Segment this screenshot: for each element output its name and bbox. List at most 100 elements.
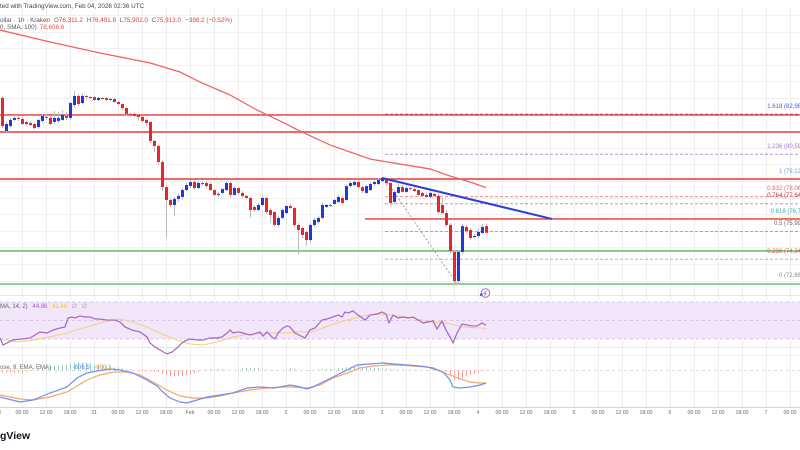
candle-body [5,123,8,132]
candle-body [461,226,464,252]
candle [305,230,308,246]
candle-body [369,184,372,191]
candle [85,94,88,99]
candle-body [445,213,448,225]
candle-body [129,113,132,115]
candle [313,217,316,227]
time-axis-label: 06:00 [495,410,509,416]
candle-body [301,227,304,236]
time-axis-label: 06:00 [591,410,605,416]
descending-trendline[interactable] [381,177,553,220]
time-axis-label: 18:00 [255,410,269,416]
time-axis-label: 18:00 [63,410,77,416]
symbol-description: ollar · 1h · Kraken [0,16,51,24]
candle-body [245,195,248,198]
candle [41,113,44,123]
candle [421,191,424,197]
time-axis-label: 06:00 [207,410,221,416]
candle-body [1,97,4,126]
sma-100-line[interactable] [0,29,487,189]
candle [9,117,12,129]
candle [405,186,408,193]
candle-body [465,226,468,231]
rsi-pane[interactable] [0,301,800,355]
fib-trend-line[interactable] [384,178,458,285]
candle-body [57,117,60,121]
candle-body [253,207,256,211]
candle [37,118,40,130]
candle [417,189,420,196]
time-axis-label: 12:00 [231,410,245,416]
candle-body [213,190,216,195]
candle-body [121,104,124,109]
candle-body [429,192,432,197]
candle-body [289,206,292,209]
candle-body [477,232,480,237]
candle [69,102,72,120]
candle [345,185,348,201]
trendline-group[interactable] [381,177,553,220]
candle [229,182,232,197]
candle [133,112,136,117]
macd-value: -606.5 [72,364,90,371]
candle [209,182,212,192]
fib-level-label: 1.618 (82,98 [767,103,800,110]
candle-body [169,199,172,205]
candle-body [113,98,116,103]
candle-body [173,198,176,205]
candle-body [13,117,16,120]
candlesticks [1,90,488,284]
candle-body [453,251,456,281]
fib-retracement[interactable] [384,113,800,285]
candle [461,223,464,254]
macd-pane[interactable] [0,362,800,404]
chart-canvas[interactable] [0,0,800,420]
candle-body [193,182,196,189]
time-axis-bg[interactable] [0,407,800,420]
candle [429,191,432,198]
ohlc-close-value: 75,913.0 [156,16,181,24]
candle [21,116,24,125]
ohlc-open-label: O [53,16,59,24]
candle [485,223,488,233]
candle-body [97,97,100,100]
candle [173,196,176,217]
candle [45,113,48,120]
candle-body [157,145,160,163]
candle [281,208,284,219]
sma-100[interactable] [0,29,487,189]
candle-body [481,226,484,234]
candle [241,191,244,198]
candle [217,191,220,197]
time-axis-label: Feb [185,410,195,416]
candle [317,216,320,224]
candle [153,139,156,152]
candle-body [437,195,440,213]
candle [245,194,248,199]
candle [409,187,412,191]
tradingview-logo: gView [0,430,31,442]
candle-body [45,116,48,118]
time-axis-label: 18:00 [639,410,653,416]
candle-body [141,116,144,121]
candle [333,198,336,205]
candle [341,195,344,205]
candle-body [181,190,184,197]
candle [301,226,304,239]
candle-body [93,96,96,100]
candle [357,181,360,190]
candle-body [225,183,228,191]
ohlc-high-value: 76,491.8 [91,16,116,24]
candle [269,208,272,222]
candle-body [377,180,380,185]
time-axis-label: 12:00 [519,410,533,416]
candle-body [85,95,88,97]
candle [65,112,68,120]
event-marker-icon[interactable] [480,288,491,298]
candle [457,249,460,284]
candle [481,223,484,235]
candle [17,115,20,121]
candle [189,180,192,189]
time-axis-label: 18:00 [351,410,365,416]
horizontal-levels[interactable] [0,114,800,285]
